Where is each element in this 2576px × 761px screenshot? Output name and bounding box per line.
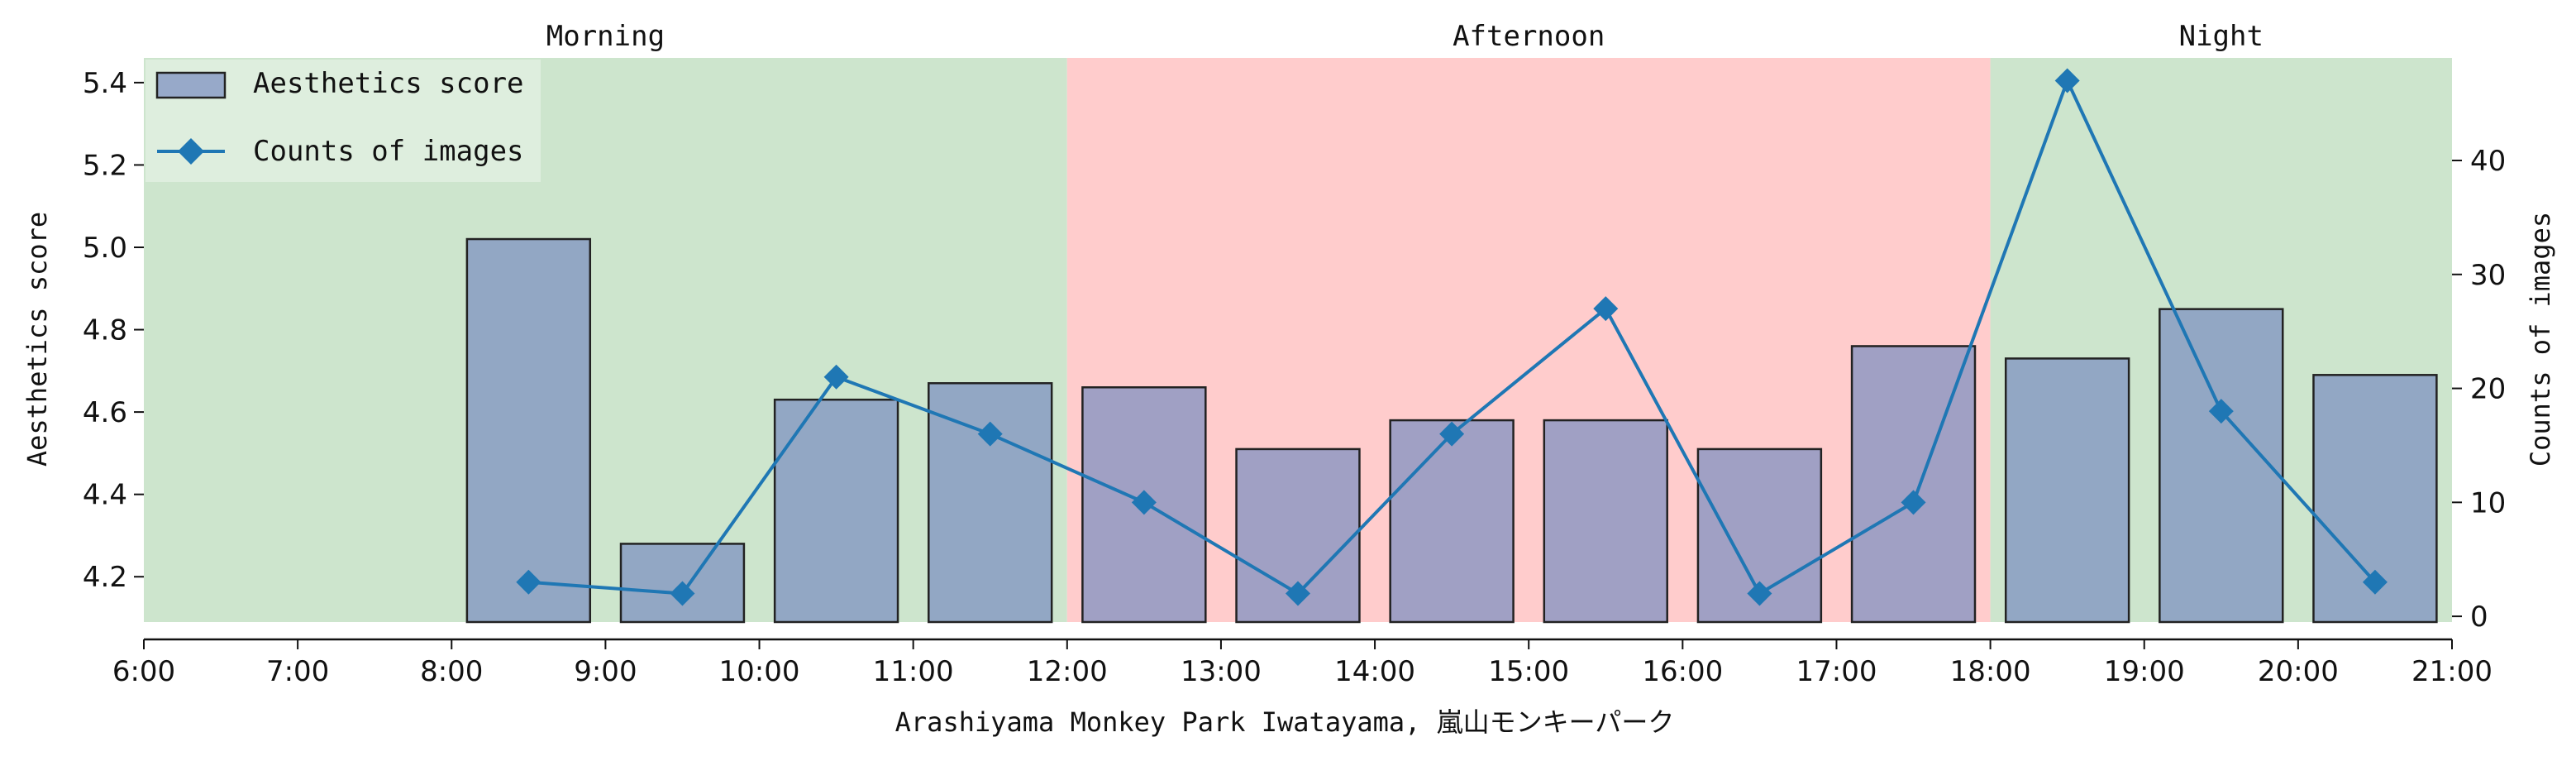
y-left-tick-label-1: 4.4	[83, 479, 127, 512]
y-left-tick-label-4: 5.0	[83, 232, 127, 265]
region-afternoon	[1066, 58, 1991, 622]
bar-aesthetics-2	[773, 398, 899, 624]
x-tick-label-6: 12:00	[1027, 655, 1108, 688]
bar-aesthetics-6	[1389, 419, 1515, 624]
aesthetics-bars	[465, 237, 2438, 624]
counts-marker-9	[1901, 490, 1926, 515]
legend-diamond-marker	[178, 138, 204, 165]
x-tick-label-15: 21:00	[2411, 655, 2493, 688]
x-tick-label-1: 7:00	[266, 655, 329, 688]
y-left-tick-label-0: 4.2	[83, 561, 127, 594]
counts-marker-8	[1747, 581, 1772, 606]
y-axis-label-left: Aesthetics score	[21, 212, 53, 467]
region-morning	[144, 58, 1067, 622]
x-tick-label-10: 16:00	[1642, 655, 1723, 688]
x-tick-label-9: 15:00	[1488, 655, 1569, 688]
x-tick-label-12: 18:00	[1950, 655, 2031, 688]
counts-marker-5	[1286, 581, 1310, 606]
bar-aesthetics-10	[2004, 357, 2130, 624]
counts-marker-12	[2362, 569, 2388, 595]
legend-bar-swatch	[155, 71, 227, 99]
counts-marker-6	[1439, 421, 1465, 447]
y-right-tick-label-3: 30	[2470, 259, 2506, 292]
counts-marker-1	[670, 581, 695, 606]
y-right-tick-label-1: 10	[2470, 486, 2506, 519]
counts-marker-7	[1593, 296, 1619, 322]
y-left-tick-label-2: 4.6	[83, 396, 127, 429]
counts-marker-4	[1131, 490, 1157, 515]
bar-aesthetics-0	[465, 237, 592, 624]
counts-marker-0	[516, 569, 541, 595]
counts-marker-10	[2054, 68, 2080, 93]
y-left-tick-label-3: 4.8	[83, 314, 127, 347]
counts-line	[516, 68, 2388, 606]
axes: 6:00 7:00 8:00 9:00 10:00 11:00 12:00 13:00 14:0…	[83, 67, 2506, 688]
x-tick-label-13: 19:00	[2104, 655, 2185, 688]
x-tick-label-5: 11:00	[873, 655, 954, 688]
x-tick-label-8: 14:00	[1334, 655, 1415, 688]
x-tick-label-4: 10:00	[719, 655, 800, 688]
x-tick-label-2: 8:00	[420, 655, 483, 688]
counts-marker-2	[823, 364, 849, 390]
region-title-night: Night	[2179, 20, 2264, 53]
x-tick-label-0: 6:00	[112, 655, 175, 688]
region-title-afternoon: Afternoon	[1453, 20, 1605, 53]
x-tick-label-7: 13:00	[1181, 655, 1262, 688]
region-title-morning: Morning	[546, 20, 665, 53]
bar-aesthetics-7	[1543, 419, 1668, 624]
y-right-tick-label-2: 20	[2470, 373, 2506, 406]
y-right-tick-label-4: 40	[2470, 145, 2506, 178]
x-axis-label: Arashiyama Monkey Park Iwatayama, 嵐山モンキー…	[895, 706, 1675, 738]
legend-label-counts: Counts of images	[253, 135, 524, 168]
x-tick-label-14: 20:00	[2258, 655, 2339, 688]
bar-aesthetics-11	[2159, 308, 2284, 624]
y-left-tick-label-5: 5.2	[83, 149, 127, 182]
y-left-tick-label-6: 5.4	[83, 67, 127, 100]
counts-marker-3	[977, 421, 1003, 447]
x-tick-label-11: 17:00	[1796, 655, 1877, 688]
legend: Aesthetics score Counts of images	[145, 60, 541, 182]
x-tick-label-3: 9:00	[574, 655, 637, 688]
y-right-tick-label-0: 0	[2470, 601, 2488, 634]
counts-marker-11	[2208, 399, 2234, 424]
legend-label-aesthetics: Aesthetics score	[253, 67, 524, 100]
y-axis-label-right: Counts of images	[2525, 212, 2556, 467]
